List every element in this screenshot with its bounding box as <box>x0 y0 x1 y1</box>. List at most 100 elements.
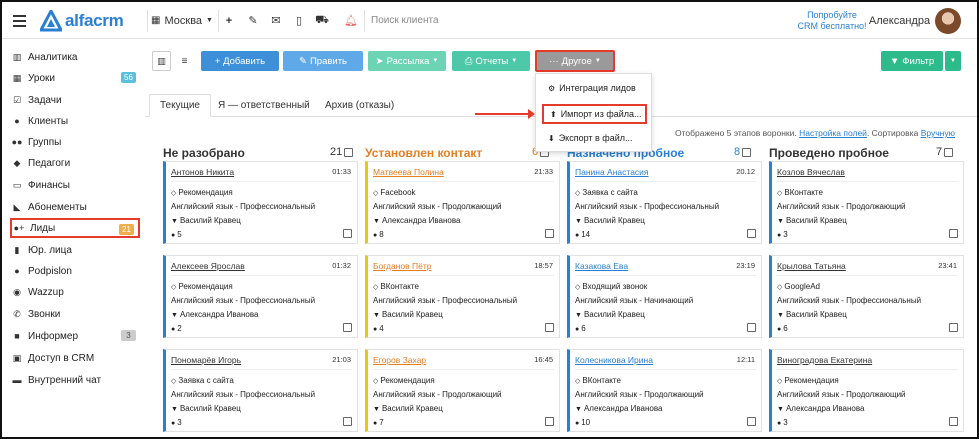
lead-card[interactable]: Крылова Татьяна 23:41 ◇ GoogleAd Английский … <box>769 255 964 338</box>
lead-name[interactable]: Крылова Татьяна <box>777 261 846 271</box>
promo-link[interactable]: Попробуйте CRM бесплатно! <box>777 2 887 39</box>
card-select-checkbox[interactable] <box>949 323 958 332</box>
lead-card[interactable]: Виноградова Екатерина ◇ Рекомендация Англий… <box>769 349 964 432</box>
lead-time: 23:41 <box>938 261 957 270</box>
envelope-icon[interactable]: ✉ <box>271 15 281 27</box>
hamburger-menu-icon[interactable] <box>10 2 28 39</box>
sidebar-item-analytics[interactable]: ▥ Аналитика <box>10 47 140 67</box>
bell-icon[interactable]: 🔔︎ <box>344 15 358 27</box>
lead-comments-row: ● 3 <box>777 230 788 239</box>
wrench-icon[interactable]: ✎ <box>248 15 258 27</box>
lead-source-row: ◇ Входящий звонок <box>575 282 647 291</box>
building-icon: ▦ <box>151 15 161 26</box>
tab-current[interactable]: Текущие <box>149 94 211 117</box>
sidebar-item-teachers[interactable]: ◆ Педагоги <box>10 153 140 173</box>
lead-name[interactable]: Матвеева Полина <box>373 167 444 177</box>
list-view-icon[interactable]: ≡ <box>181 55 188 67</box>
user-name[interactable]: Александра <box>868 14 931 27</box>
sidebar-item-informer[interactable]: ■ Информер 3 <box>10 326 140 346</box>
search-input[interactable]: Поиск клиента <box>371 2 571 39</box>
card-select-checkbox[interactable] <box>545 417 554 426</box>
card-select-checkbox[interactable] <box>949 417 958 426</box>
lead-source: Facebook <box>380 188 416 197</box>
column-select-checkbox[interactable] <box>742 147 752 157</box>
mailing-button[interactable]: ➤ Рассылка ▼ <box>368 51 446 71</box>
lead-name[interactable]: Панина Анастасия <box>575 167 649 177</box>
lead-name[interactable]: Алексеев Ярослав <box>171 261 245 271</box>
lead-card[interactable]: Егоров Захар 16:45 ◇ Рекомендация Английский… <box>365 349 560 432</box>
lock-icon: ▣ <box>12 352 22 363</box>
card-select-checkbox[interactable] <box>343 323 352 332</box>
sidebar-item-lessons[interactable]: ▦ Уроки 56 <box>10 68 140 88</box>
lead-card[interactable]: Казакова Ева 23:19 ◇ Входящий звонок Английс… <box>567 255 762 338</box>
card-select-checkbox[interactable] <box>747 323 756 332</box>
kanban-view-icon[interactable]: ▥ <box>152 51 171 71</box>
card-select-checkbox[interactable] <box>545 323 554 332</box>
stats-text: Отображено 5 этапов воронки. <box>675 128 797 138</box>
sidebar-item-leads[interactable]: ●+ Лиды 21 <box>10 218 140 238</box>
filter-options-button[interactable]: ▼ <box>945 51 961 71</box>
lead-manager-row: ▼ Василий Кравец <box>373 404 443 413</box>
sidebar-item-tasks[interactable]: ☑ Задачи <box>10 90 140 110</box>
card-select-checkbox[interactable] <box>343 417 352 426</box>
lead-course: Английский язык - Профессиональный <box>171 390 316 399</box>
edit-button[interactable]: ✎ Править <box>283 51 363 71</box>
menu-item-export-file[interactable]: ⬇ Экспорт в файл... <box>542 128 647 148</box>
lead-card[interactable]: Матвеева Полина 21:33 ◇ Facebook Английский … <box>365 161 560 244</box>
lead-card[interactable]: Колесникова Ирина 12:11 ◇ ВКонтакте Английск… <box>567 349 762 432</box>
lead-card[interactable]: Пономарёв Игорь 21:03 ◇ Заявка с сайта Англи… <box>163 349 358 432</box>
lead-card[interactable]: Алексеев Ярослав 01:32 ◇ Рекомендация Англий… <box>163 255 358 338</box>
sidebar-item-wazzup[interactable]: ◉ Wazzup <box>10 282 140 302</box>
card-select-checkbox[interactable] <box>747 417 756 426</box>
lead-name[interactable]: Виноградова Екатерина <box>777 355 873 365</box>
sidebar-item-groups[interactable]: ●● Группы <box>10 132 140 152</box>
tab-archive[interactable]: Архив (отказы) <box>325 100 395 111</box>
mobile-icon[interactable]: ▯ <box>295 15 303 27</box>
plus-icon[interactable]: + <box>225 14 233 27</box>
lead-course: Английский язык - Профессиональный <box>373 296 518 305</box>
print-icon: ⎙ <box>464 55 473 67</box>
sidebar-item-subscriptions[interactable]: ◣ Абонементы <box>10 197 140 217</box>
avatar[interactable] <box>935 8 961 34</box>
card-select-checkbox[interactable] <box>545 229 554 238</box>
lead-name[interactable]: Егоров Захар <box>373 355 427 365</box>
lead-source: GoogleAd <box>784 282 820 291</box>
column-select-checkbox[interactable] <box>344 147 354 157</box>
sidebar-item-calls[interactable]: ✆ Звонки <box>10 304 140 324</box>
card-select-checkbox[interactable] <box>747 229 756 238</box>
lead-name[interactable]: Пономарёв Игорь <box>171 355 242 365</box>
lead-card[interactable]: Козлов Вячеслав ◇ ВКонтакте Английский язык… <box>769 161 964 244</box>
lead-name[interactable]: Казакова Ева <box>575 261 629 271</box>
menu-item-import-file[interactable]: ⬆ Импорт из файла... <box>542 104 647 124</box>
card-select-checkbox[interactable] <box>343 229 352 238</box>
lead-name[interactable]: Колесникова Ирина <box>575 355 653 365</box>
sidebar-item-finance[interactable]: ▭ Финансы <box>10 175 140 195</box>
logo[interactable]: alfacrm <box>40 2 140 39</box>
city-selector[interactable]: ▦ Москва ▼ <box>151 2 213 39</box>
column-count: 21 <box>330 146 354 158</box>
card-select-checkbox[interactable] <box>949 229 958 238</box>
lead-card[interactable]: Антонов Никита 01:33 ◇ Рекомендация Английск… <box>163 161 358 244</box>
field-settings-link[interactable]: Настройка полей <box>799 128 867 138</box>
sort-manual-link[interactable]: Вручную <box>920 128 955 138</box>
lead-name[interactable]: Богданов Пётр <box>373 261 432 271</box>
chart-icon: ▥ <box>12 51 22 62</box>
sidebar-item-podpislon[interactable]: ● Podpislon <box>10 261 140 281</box>
sidebar-item-clients[interactable]: ● Клиенты <box>10 111 140 131</box>
promo-line-2: CRM бесплатно! <box>797 20 867 31</box>
lead-name[interactable]: Антонов Никита <box>171 167 235 177</box>
sidebar-item-internal-chat[interactable]: ▬ Внутренний чат <box>10 370 140 390</box>
lead-card[interactable]: Панина Анастасия 20.12 ◇ Заявка с сайта Англ… <box>567 161 762 244</box>
menu-item-lead-integration[interactable]: ⚙ Интеграция лидов <box>542 78 647 98</box>
add-button[interactable]: + Добавить <box>201 51 279 71</box>
sidebar-item-crm-access[interactable]: ▣ Доступ в CRM <box>10 348 140 368</box>
filter-button[interactable]: ▼ Фильтр <box>881 51 943 71</box>
lead-card[interactable]: Богданов Пётр 18:57 ◇ ВКонтакте Английский я… <box>365 255 560 338</box>
lead-name[interactable]: Козлов Вячеслав <box>777 167 845 177</box>
tab-mine[interactable]: Я — ответственный <box>218 100 310 111</box>
other-button[interactable]: ··· Другое ▼ <box>535 50 615 72</box>
reports-button[interactable]: ⎙ Отчеты ▼ <box>452 51 530 71</box>
cart-icon[interactable]: ⛟ <box>315 13 329 26</box>
sidebar-item-legal-entities[interactable]: ▮ Юр. лица <box>10 240 140 260</box>
column-select-checkbox[interactable] <box>944 147 954 157</box>
